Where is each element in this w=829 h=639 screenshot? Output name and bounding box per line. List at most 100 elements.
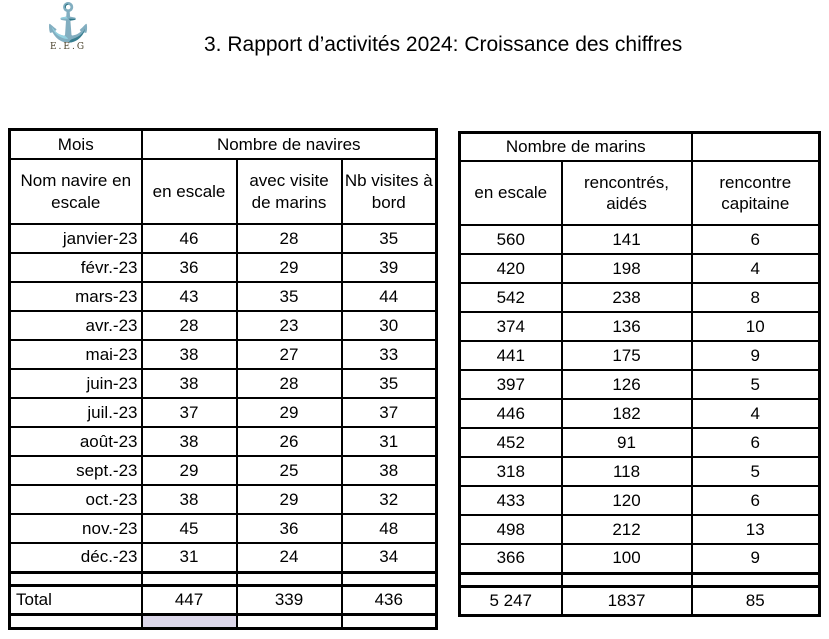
navires-cell: 31	[340, 426, 438, 457]
navires-cell: 38	[140, 426, 238, 457]
navires-cell: 27	[235, 339, 343, 370]
navires-column-header-row: Nom navire en escale en escale avec visi…	[8, 158, 438, 225]
table-row: 374 136 10	[458, 311, 821, 342]
navires-cell: 35	[340, 368, 438, 399]
slide-title: 3. Rapport d’activités 2024: Croissance …	[204, 33, 683, 56]
table-row: mai-23 38 27 33	[8, 339, 438, 370]
marins-cell: 13	[690, 514, 821, 545]
org-logo: ⚓ E.E.G	[40, 2, 96, 52]
table-row: nov.-23 45 36 48	[8, 513, 438, 544]
col-header-avec-visite: avec visite de marins	[235, 158, 343, 225]
col-header-nom-navire: Nom navire en escale	[8, 158, 143, 225]
navires-cell: 38	[140, 484, 238, 515]
navires-cell: août-23	[8, 426, 143, 457]
marins-cell: 397	[458, 369, 563, 400]
marins-cell: 120	[560, 485, 693, 516]
navires-cell: 38	[140, 368, 238, 399]
col-header-en-escale: en escale	[140, 158, 238, 225]
marins-cell: 6	[690, 427, 821, 458]
navires-cell: janvier-23	[8, 223, 143, 254]
navires-cell: mai-23	[8, 339, 143, 370]
marins-total-row: 5 247 1837 85	[458, 585, 821, 617]
spacer-cell	[8, 570, 143, 587]
navires-cell: 24	[235, 542, 343, 573]
table-row: 441 175 9	[458, 340, 821, 371]
navires-cell: juil.-23	[8, 397, 143, 428]
navires-cell: 28	[235, 368, 343, 399]
spacer-row	[8, 570, 438, 587]
marins-cell: 126	[560, 369, 693, 400]
navires-cell: 34	[340, 542, 438, 573]
navires-corner-header: Mois	[8, 128, 143, 160]
marins-cell: 6	[690, 224, 821, 255]
marins-cell: 4	[690, 398, 821, 429]
cutoff-cell	[8, 613, 143, 628]
navires-cell: 23	[235, 310, 343, 341]
navires-total-row: Total 447 339 436	[8, 584, 438, 616]
marins-total-cell: 1837	[560, 585, 693, 617]
navires-cell: 38	[140, 339, 238, 370]
logo-caption: E.E.G	[49, 42, 87, 52]
navires-body: janvier-23 46 28 35 févr.-23 36 29 39 mars-23 43 3…	[8, 223, 438, 573]
navires-footer: Total 447 339 436	[8, 570, 438, 628]
spacer-cell	[340, 570, 438, 587]
table-row: déc.-23 31 24 34	[8, 542, 438, 573]
table-row: 498 212 13	[458, 514, 821, 545]
marins-cell: 446	[458, 398, 563, 429]
cutoff-highlight-cell	[140, 613, 238, 628]
marins-footer: 5 247 1837 85	[458, 571, 821, 617]
navires-table: Mois Nombre de navires Nom navire en esc…	[8, 128, 439, 630]
navires-cell: 38	[340, 455, 438, 486]
spacer-row	[458, 571, 821, 588]
anchor-icon: ⚓	[44, 2, 92, 43]
marins-cell: 5	[690, 369, 821, 400]
marins-cell: 5	[690, 456, 821, 487]
navires-cell: 48	[340, 513, 438, 544]
table-row: 397 126 5	[458, 369, 821, 400]
navires-cell: févr.-23	[8, 252, 143, 283]
navires-cell: 29	[140, 455, 238, 486]
marins-cell: 9	[690, 543, 821, 574]
table-row: févr.-23 36 29 39	[8, 252, 438, 283]
marins-group-header-row: Nombre de marins	[458, 131, 821, 162]
navires-cell: 46	[140, 223, 238, 254]
marins-cell: 441	[458, 340, 563, 371]
table-row: mars-23 43 35 44	[8, 281, 438, 312]
table-row: 542 238 8	[458, 282, 821, 313]
navires-cell: sept.-23	[8, 455, 143, 486]
navires-cell: oct.-23	[8, 484, 143, 515]
navires-cell: 32	[340, 484, 438, 515]
spacer-cell	[690, 571, 821, 588]
navires-cell: 39	[340, 252, 438, 283]
cutoff-cell	[340, 613, 438, 628]
navires-header: Mois Nombre de navires Nom navire en esc…	[8, 128, 438, 225]
col-header-marins-en-escale: en escale	[458, 160, 563, 226]
navires-cell: 30	[340, 310, 438, 341]
total-label: Total	[8, 584, 143, 616]
navires-cell: 29	[235, 252, 343, 283]
table-row: sept.-23 29 25 38	[8, 455, 438, 486]
marins-cell: 9	[690, 340, 821, 371]
cutoff-row	[8, 613, 438, 628]
navires-cell: 35	[235, 281, 343, 312]
marins-cell: 560	[458, 224, 563, 255]
marins-cell: 91	[560, 427, 693, 458]
marins-total-cell: 5 247	[458, 585, 563, 617]
navires-total-cell: 447	[140, 584, 238, 616]
spacer-cell	[560, 571, 693, 588]
table-row: 420 198 4	[458, 253, 821, 284]
table-row: oct.-23 38 29 32	[8, 484, 438, 515]
table-row: avr.-23 28 23 30	[8, 310, 438, 341]
navires-cell: mars-23	[8, 281, 143, 312]
marins-cell: 175	[560, 340, 693, 371]
spacer-cell	[140, 570, 238, 587]
marins-group-header: Nombre de marins	[458, 131, 693, 162]
marins-cell: 433	[458, 485, 563, 516]
marins-cell: 318	[458, 456, 563, 487]
marins-cell: 118	[560, 456, 693, 487]
navires-group-header: Nombre de navires	[140, 128, 438, 160]
navires-cell: 36	[140, 252, 238, 283]
navires-cell: juin-23	[8, 368, 143, 399]
marins-cell: 6	[690, 485, 821, 516]
col-header-nb-visites: Nb visites à bord	[340, 158, 438, 225]
